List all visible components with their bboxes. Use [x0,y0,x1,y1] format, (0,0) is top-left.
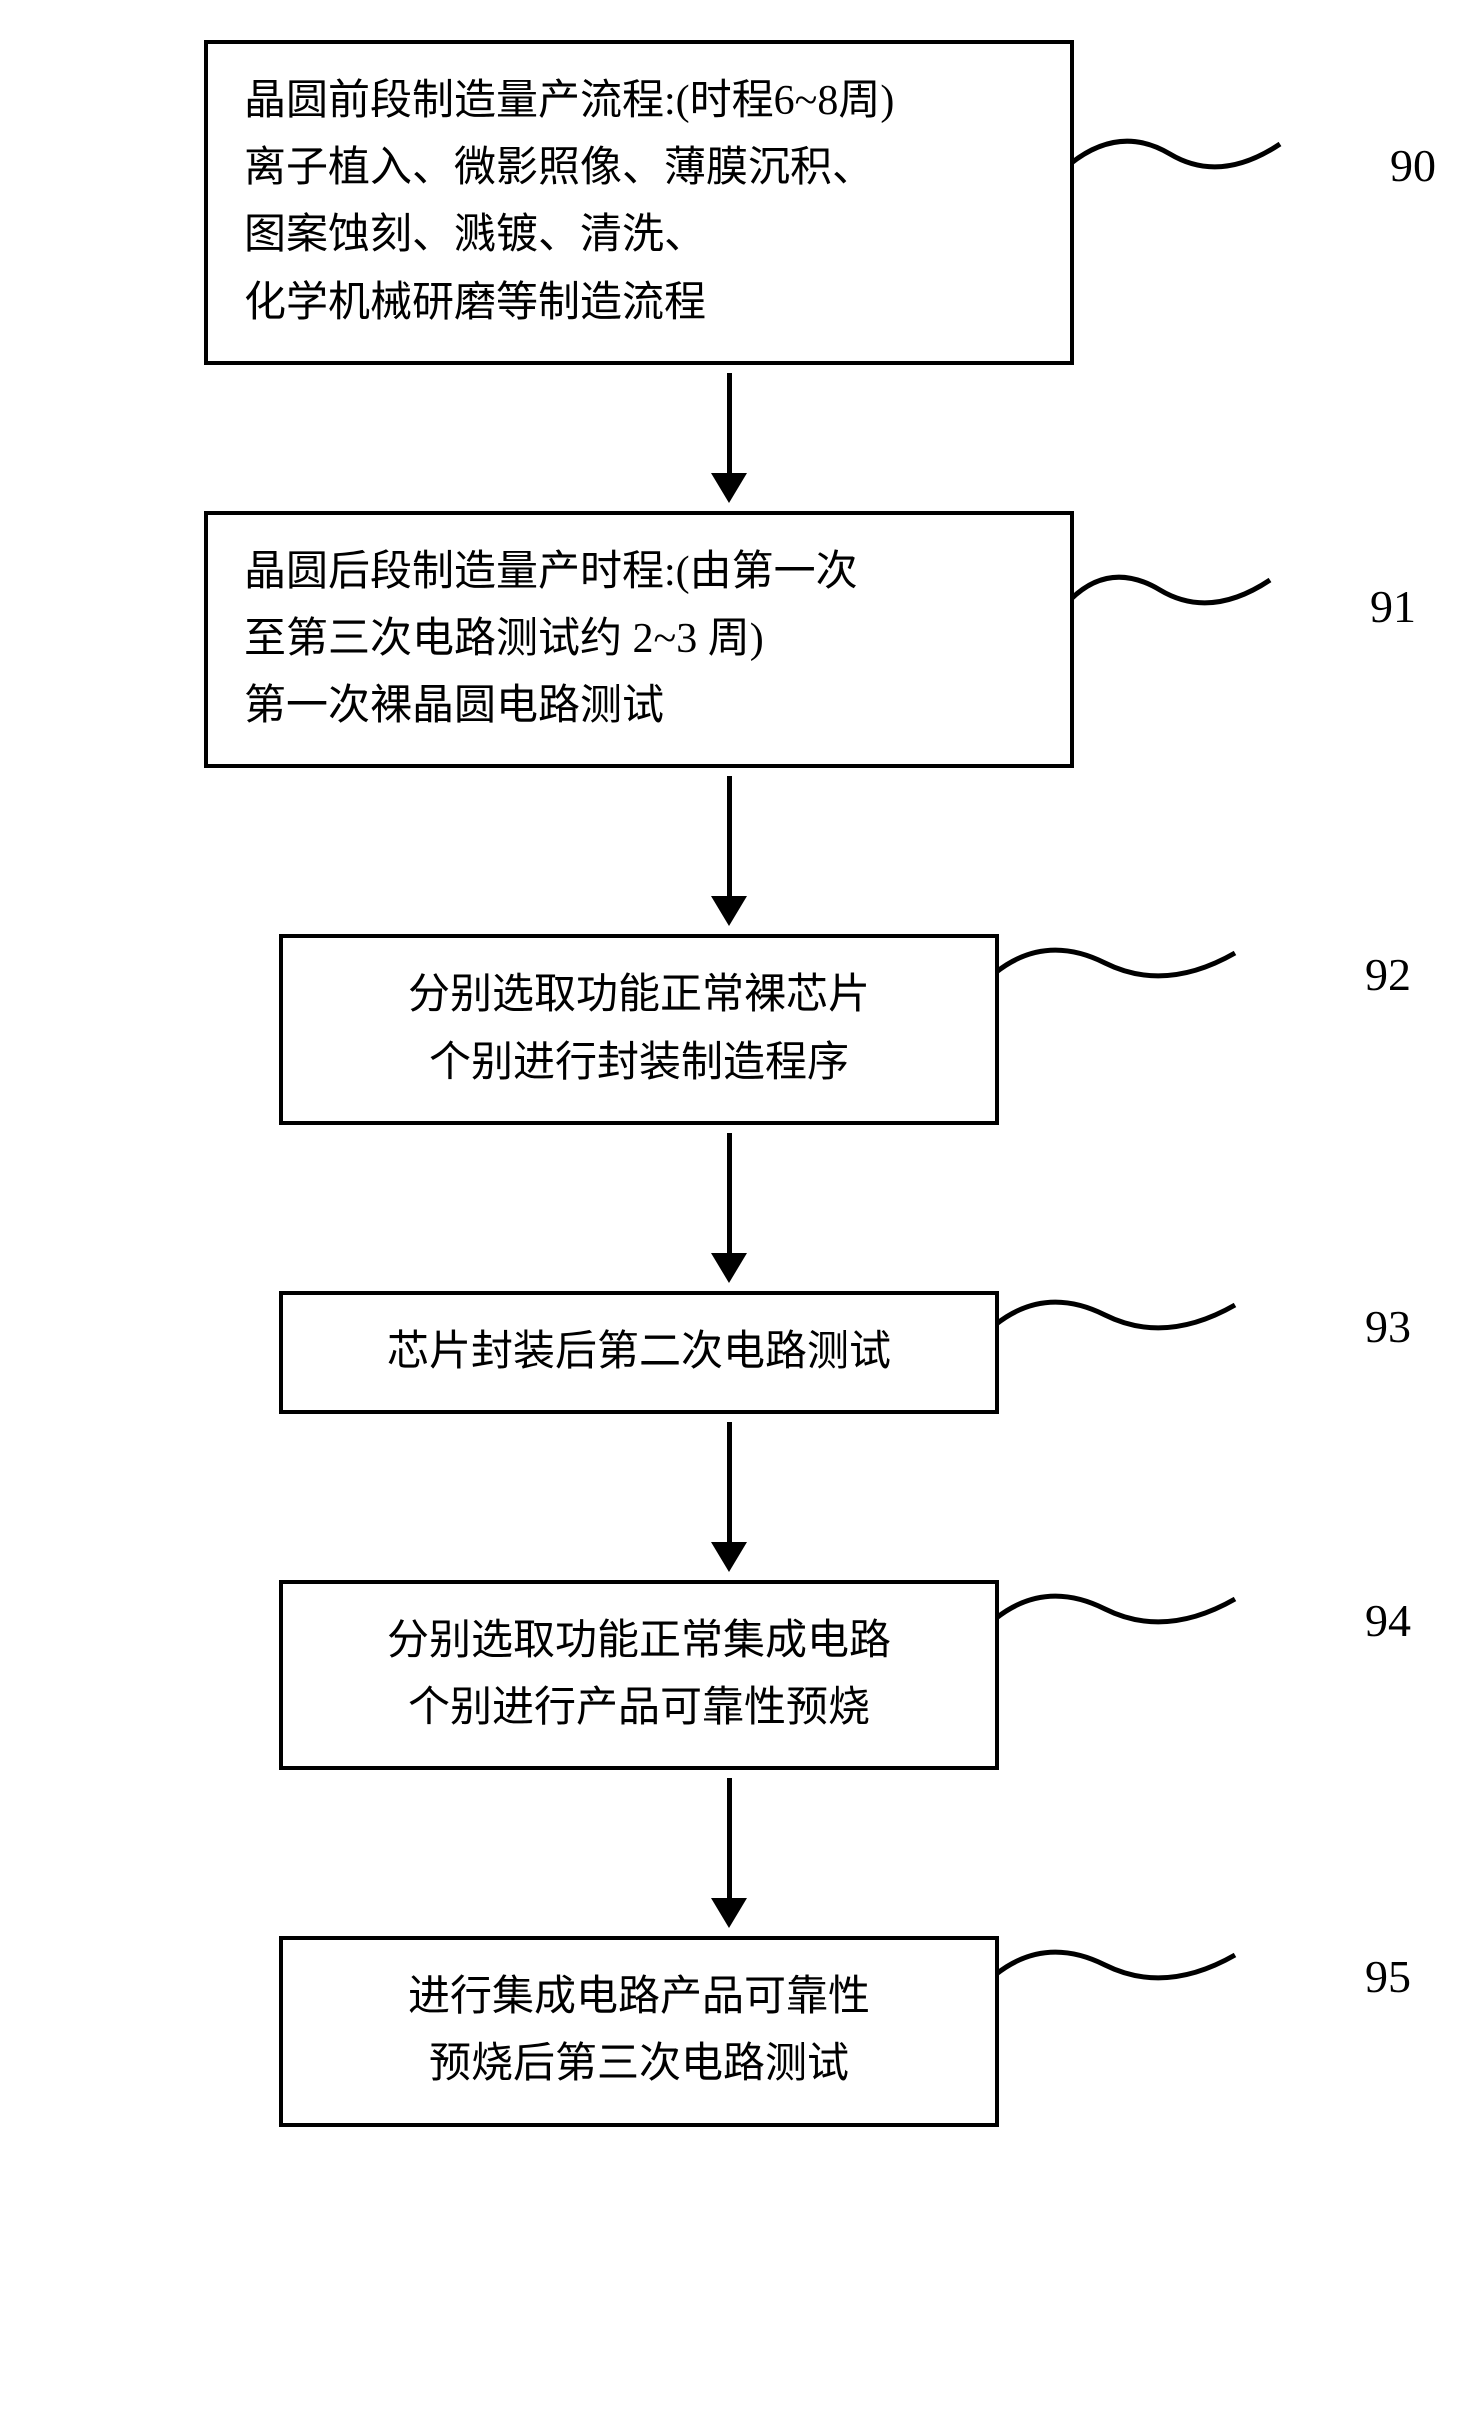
flowchart-row: 芯片封装后第二次电路测试 93 [0,1291,1348,1414]
arrow-down-icon [711,373,747,503]
flowchart-container: 晶圆前段制造量产流程:(时程6~8周) 离子植入、微影照像、薄膜沉积、 图案蚀刻… [20,40,1438,2127]
node-label-92: 92 [1365,938,1411,1012]
connector-curve [995,1579,1275,1659]
wavy-line-icon [995,950,1235,976]
flowchart-node-90: 晶圆前段制造量产流程:(时程6~8周) 离子植入、微影照像、薄膜沉积、 图案蚀刻… [204,40,1074,365]
node-text-line: 进行集成电路产品可靠性 [319,1964,959,2031]
node-text-line: 晶圆前段制造量产流程:(时程6~8周) [244,68,1034,135]
node-label-93: 93 [1365,1290,1411,1364]
node-text-line: 预烧后第三次电路测试 [319,2031,959,2098]
flowchart-row: 分别选取功能正常裸芯片 个别进行封装制造程序 92 [0,934,1348,1124]
flowchart-row: 晶圆前段制造量产流程:(时程6~8周) 离子植入、微影照像、薄膜沉积、 图案蚀刻… [0,40,1348,365]
wavy-line-icon [995,1952,1235,1978]
flowchart-node-91: 晶圆后段制造量产时程:(由第一次 至第三次电路测试约 2~3 周) 第一次裸晶圆… [204,511,1074,769]
wavy-line-icon [995,1596,1235,1622]
wavy-line-icon [1070,141,1280,167]
connector-curve [1070,560,1320,640]
node-text-line: 离子植入、微影照像、薄膜沉积、 [244,135,1034,202]
arrow-down-icon [711,1422,747,1572]
flowchart-node-95: 进行集成电路产品可靠性 预烧后第三次电路测试 95 [279,1936,999,2126]
flowchart-row: 进行集成电路产品可靠性 预烧后第三次电路测试 95 [0,1936,1348,2126]
node-text-line: 图案蚀刻、溅镀、清洗、 [244,202,1034,269]
flowchart-row: 分别选取功能正常集成电路 个别进行产品可靠性预烧 94 [0,1580,1348,1770]
node-text-line: 化学机械研磨等制造流程 [244,270,1034,337]
node-label-91: 91 [1370,570,1416,644]
flowchart-node-93: 芯片封装后第二次电路测试 93 [279,1291,999,1414]
flowchart-node-94: 分别选取功能正常集成电路 个别进行产品可靠性预烧 94 [279,1580,999,1770]
wavy-line-icon [1070,577,1270,603]
node-text-line: 个别进行产品可靠性预烧 [319,1675,959,1742]
connector-curve [995,1935,1275,2015]
node-text-line: 个别进行封装制造程序 [319,1030,959,1097]
node-text-line: 晶圆后段制造量产时程:(由第一次 [244,539,1034,606]
connector-curve [1070,124,1320,204]
node-text-line: 分别选取功能正常裸芯片 [319,962,959,1029]
connector-curve [995,933,1275,1013]
node-label-95: 95 [1365,1940,1411,2014]
connector-curve [995,1285,1275,1365]
node-text-line: 分别选取功能正常集成电路 [319,1608,959,1675]
flowchart-row: 晶圆后段制造量产时程:(由第一次 至第三次电路测试约 2~3 周) 第一次裸晶圆… [0,511,1348,769]
node-label-94: 94 [1365,1584,1411,1658]
wavy-line-icon [995,1302,1235,1328]
node-label-90: 90 [1390,129,1436,203]
node-text-line: 第一次裸晶圆电路测试 [244,673,1034,740]
flowchart-node-92: 分别选取功能正常裸芯片 个别进行封装制造程序 92 [279,934,999,1124]
node-text-line: 芯片封装后第二次电路测试 [319,1319,959,1386]
node-text-line: 至第三次电路测试约 2~3 周) [244,606,1034,673]
arrow-down-icon [711,1778,747,1928]
arrow-down-icon [711,1133,747,1283]
arrow-down-icon [711,776,747,926]
